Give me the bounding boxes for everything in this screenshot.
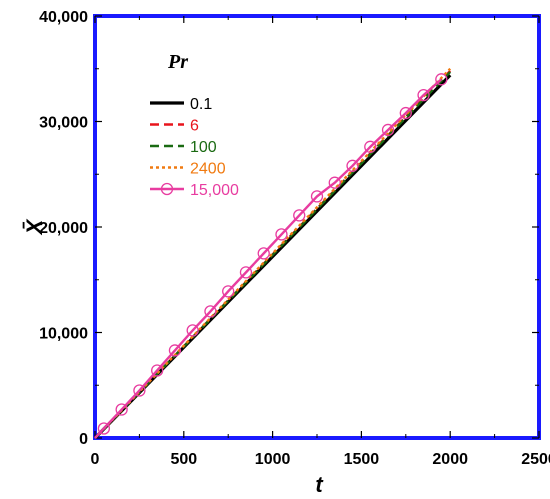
data-point xyxy=(399,106,412,120)
legend: Pr 0.1 6 100 2400 15,000 xyxy=(150,51,239,199)
legend-item: 2400 xyxy=(150,161,226,178)
legend-title: Pr xyxy=(167,51,188,73)
x-tick-label: 500 xyxy=(170,451,197,468)
legend-item: 15,000 xyxy=(150,182,239,199)
data-point xyxy=(168,344,182,357)
data-point xyxy=(417,88,430,102)
data-point xyxy=(115,403,128,416)
data-point xyxy=(293,209,306,222)
legend-label: 0.1 xyxy=(190,96,212,113)
y-tick-label: 10,000 xyxy=(39,326,88,343)
legend-label: 15,000 xyxy=(190,182,239,199)
y-tick-label: 20,000 xyxy=(39,220,88,237)
y-tick-label: 0 xyxy=(79,431,88,448)
x-axis-label: t xyxy=(315,472,324,497)
data-point xyxy=(310,190,324,203)
data-point xyxy=(435,73,448,86)
data-point xyxy=(346,159,359,172)
data-point xyxy=(151,364,164,377)
tick-marks xyxy=(94,15,540,439)
y-tick-label: 30,000 xyxy=(39,115,88,132)
series-line xyxy=(94,71,452,439)
data-point xyxy=(364,140,377,153)
data-point xyxy=(257,247,270,260)
legend-item: 6 xyxy=(150,118,199,135)
data-point xyxy=(222,285,235,298)
data-point xyxy=(97,422,111,435)
x-tick-label: 0 xyxy=(91,451,100,468)
legend-label: 100 xyxy=(190,139,217,156)
series-layer xyxy=(93,67,452,440)
legend-item: 100 xyxy=(150,139,217,156)
series-3 xyxy=(94,67,452,439)
series-4 xyxy=(94,73,448,439)
series-line xyxy=(94,67,452,439)
x-tick-label: 1000 xyxy=(255,451,291,468)
legend-marker xyxy=(160,182,174,196)
data-point xyxy=(381,123,395,137)
data-point xyxy=(239,266,253,279)
data-point xyxy=(328,176,341,189)
y-tick-label: 40,000 xyxy=(39,9,88,26)
legend-items: 0.1 6 100 2400 15,000 xyxy=(150,96,239,199)
series-2 xyxy=(94,71,452,439)
series-line xyxy=(94,78,443,439)
legend-label: 2400 xyxy=(190,161,226,178)
data-point xyxy=(275,228,288,241)
data-point xyxy=(204,305,217,318)
data-point xyxy=(186,324,199,337)
y-axis-label: X̄ xyxy=(22,218,47,236)
legend-item: 0.1 xyxy=(150,96,212,113)
legend-label: 6 xyxy=(190,118,199,135)
x-tick-label: 2000 xyxy=(432,451,468,468)
data-point xyxy=(133,384,146,397)
x-tick-label: 1500 xyxy=(344,451,380,468)
